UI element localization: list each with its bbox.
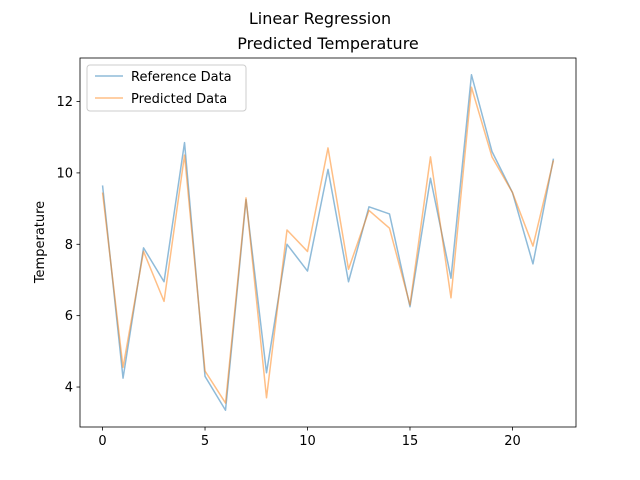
chart-suptitle: Linear Regression [249,9,391,28]
y-tick-label: 12 [56,95,73,110]
data-point [184,142,186,144]
data-point [430,177,432,179]
data-point [163,281,165,283]
y-axis-label: Temperature [33,201,48,284]
x-tick-label: 15 [402,434,419,449]
data-point [348,268,350,270]
data-point [245,197,247,199]
data-point [491,156,493,158]
data-point [204,370,206,372]
x-tick-label: 20 [504,434,521,449]
series-layer [101,74,555,411]
series-line-predicted [101,86,555,404]
legend-label-reference: Reference Data [131,70,232,85]
data-point [286,229,288,231]
data-point [122,367,124,369]
data-point [471,74,473,76]
y-tick-label: 8 [65,238,73,253]
data-point [450,277,452,279]
data-point [286,243,288,245]
legend-label-predicted: Predicted Data [131,92,227,107]
data-point [102,192,104,194]
data-point [409,306,411,308]
data-point [163,301,165,303]
data-point [368,206,370,208]
x-tick-label: 0 [98,434,106,449]
data-point [122,377,124,379]
data-point [327,147,329,149]
data-point [348,281,350,283]
data-point [143,247,145,249]
axes-layer: 0 5 10 15 20 4 6 8 10 12 [56,57,577,449]
data-point [409,304,411,306]
data-point [307,270,309,272]
data-point [225,402,227,404]
x-tick-label: 5 [201,434,209,449]
legend-box [86,64,247,112]
y-tick-label: 10 [56,166,73,181]
data-point [491,151,493,153]
data-point [553,158,555,160]
data-point [450,297,452,299]
data-point [553,160,555,162]
data-point [389,213,391,215]
data-point [307,251,309,253]
axes-frame [79,57,577,428]
data-point [184,154,186,156]
data-point [225,409,227,411]
chart-title: Predicted Temperature [237,34,419,53]
y-tick-label: 6 [65,309,73,324]
data-point [389,227,391,229]
data-point [368,210,370,212]
data-point [512,192,514,194]
y-tick-label: 4 [65,381,73,396]
data-point [204,376,206,378]
data-point [471,86,473,88]
data-point [143,251,145,253]
data-point [327,169,329,171]
data-point [532,245,534,247]
data-point [266,397,268,399]
data-point [266,372,268,374]
series-line-reference [101,74,555,411]
x-tick-label: 10 [299,434,316,449]
legend: Reference Data Predicted Data [86,64,247,112]
data-point [532,263,534,265]
data-point [102,185,104,187]
data-point [430,156,432,158]
